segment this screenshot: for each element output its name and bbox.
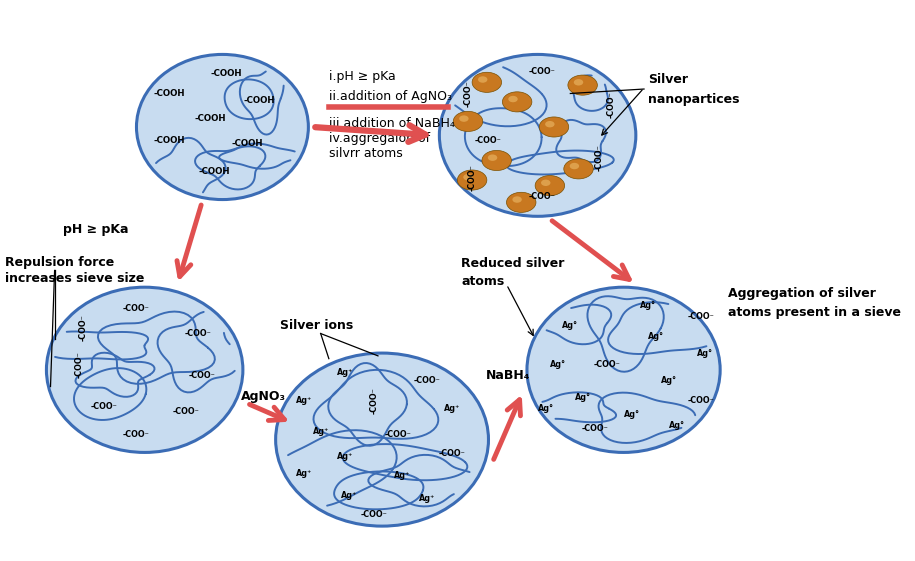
Text: iv.aggregaion of: iv.aggregaion of [328, 132, 430, 145]
Circle shape [541, 180, 551, 186]
Ellipse shape [439, 54, 636, 217]
Text: ii.addition of AgNO₃: ii.addition of AgNO₃ [328, 90, 452, 103]
Text: -COO⁻: -COO⁻ [595, 144, 604, 171]
Circle shape [564, 159, 593, 179]
Text: -COO⁻: -COO⁻ [361, 511, 387, 519]
Text: iii.addition of NaBH₄: iii.addition of NaBH₄ [328, 117, 455, 130]
Text: Ag°: Ag° [550, 360, 566, 369]
Text: -COO⁻: -COO⁻ [688, 312, 715, 321]
Text: i.pH ≥ pKa: i.pH ≥ pKa [328, 70, 395, 83]
Text: Ag°: Ag° [624, 410, 640, 419]
Text: -COO⁻: -COO⁻ [75, 351, 83, 378]
Text: -COO⁻: -COO⁻ [438, 449, 465, 458]
Text: -COOH: -COOH [210, 70, 242, 79]
Text: -COO⁻: -COO⁻ [414, 376, 440, 385]
Text: Ag°: Ag° [661, 376, 677, 385]
Circle shape [509, 96, 518, 102]
Text: pH ≥ pKa: pH ≥ pKa [63, 223, 128, 236]
Text: AgNO₃: AgNO₃ [241, 390, 285, 403]
Text: Repulsion force: Repulsion force [5, 256, 114, 269]
Circle shape [574, 79, 583, 85]
Text: -COO⁻: -COO⁻ [688, 396, 715, 405]
Text: nanopartices: nanopartices [648, 93, 739, 105]
Text: -COO⁻: -COO⁻ [172, 407, 199, 416]
Text: Ag⁺: Ag⁺ [341, 491, 358, 500]
Circle shape [482, 150, 511, 171]
Text: Silver: Silver [648, 73, 688, 86]
Text: Ag°: Ag° [697, 348, 714, 357]
Text: -COO⁻: -COO⁻ [528, 192, 555, 201]
Text: -COOH: -COOH [154, 136, 185, 145]
Text: Ag⁺: Ag⁺ [313, 427, 328, 436]
Text: Ag°: Ag° [575, 393, 591, 402]
Text: Aggregation of silver: Aggregation of silver [728, 287, 877, 300]
Text: Silver ions: Silver ions [280, 319, 353, 332]
Text: silvrr atoms: silvrr atoms [328, 147, 403, 160]
Circle shape [478, 76, 488, 82]
Text: Ag°: Ag° [538, 404, 554, 413]
Text: -COO⁻: -COO⁻ [188, 371, 215, 380]
Text: -COO⁻: -COO⁻ [528, 67, 555, 76]
Circle shape [539, 117, 569, 137]
Ellipse shape [275, 353, 489, 526]
Text: -COOH: -COOH [154, 89, 185, 98]
Text: Ag⁺: Ag⁺ [296, 468, 313, 477]
Circle shape [459, 116, 468, 122]
Text: Ag⁺: Ag⁺ [394, 471, 411, 480]
Text: atoms: atoms [461, 275, 505, 288]
Text: -COO⁻: -COO⁻ [475, 136, 502, 145]
Circle shape [568, 75, 597, 95]
Text: -COO⁻: -COO⁻ [123, 304, 150, 313]
Circle shape [535, 176, 565, 196]
Circle shape [463, 174, 473, 181]
Circle shape [512, 196, 522, 203]
Text: -COO⁻: -COO⁻ [594, 360, 620, 369]
Text: -COO⁻: -COO⁻ [185, 329, 211, 338]
Circle shape [545, 121, 554, 127]
Text: atoms present in a sieve: atoms present in a sieve [728, 306, 901, 319]
Circle shape [472, 72, 501, 93]
Text: NaBH₄: NaBH₄ [486, 369, 530, 382]
Text: Ag⁺: Ag⁺ [419, 494, 436, 503]
Text: -COO⁻: -COO⁻ [370, 387, 379, 414]
Circle shape [488, 154, 497, 161]
Circle shape [502, 92, 532, 112]
Text: Ag⁺: Ag⁺ [337, 368, 353, 377]
Text: Ag⁺: Ag⁺ [337, 452, 353, 461]
Text: -COOH: -COOH [243, 96, 275, 105]
Ellipse shape [47, 287, 242, 452]
Text: -COO⁻: -COO⁻ [607, 91, 616, 118]
Circle shape [453, 112, 483, 131]
Text: -COO⁻: -COO⁻ [91, 402, 117, 411]
Text: Reduced silver: Reduced silver [461, 257, 565, 270]
Text: -COO⁻: -COO⁻ [464, 80, 472, 107]
Text: increases sieve size: increases sieve size [5, 272, 145, 286]
Text: -COOH: -COOH [194, 114, 226, 123]
Text: Ag⁺: Ag⁺ [296, 396, 313, 405]
Text: Ag⁺: Ag⁺ [444, 404, 460, 413]
Ellipse shape [136, 54, 308, 200]
Circle shape [570, 163, 579, 169]
Ellipse shape [527, 287, 720, 452]
Text: -COO⁻: -COO⁻ [581, 424, 608, 433]
Text: -COO⁻: -COO⁻ [79, 315, 88, 342]
Circle shape [507, 192, 536, 213]
Text: -COOH: -COOH [231, 139, 263, 148]
Text: -COOH: -COOH [199, 167, 230, 176]
Text: -COO⁻: -COO⁻ [123, 430, 150, 439]
Text: Ag°: Ag° [648, 332, 664, 341]
Circle shape [458, 170, 487, 190]
Text: -COO⁻: -COO⁻ [385, 430, 412, 439]
Text: Ag°: Ag° [640, 301, 656, 310]
Text: Ag°: Ag° [669, 421, 684, 430]
Text: -COO⁻: -COO⁻ [468, 164, 477, 191]
Text: Ag°: Ag° [563, 321, 578, 330]
